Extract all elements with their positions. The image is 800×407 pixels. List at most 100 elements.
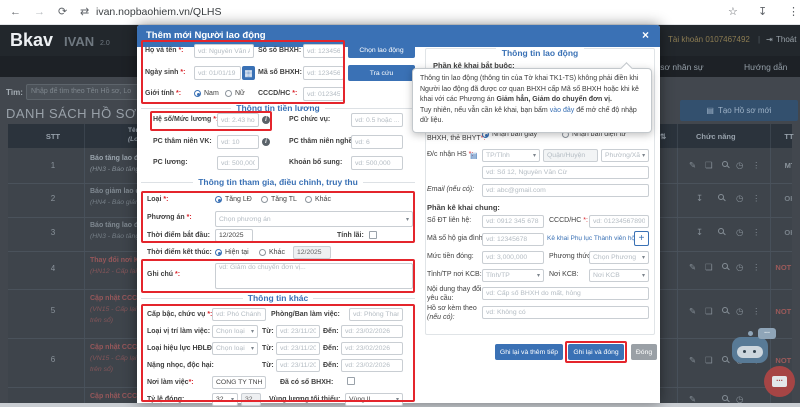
info-icon[interactable]: i	[262, 116, 270, 124]
he-so-input[interactable]	[217, 113, 259, 127]
ghi-chu-textarea[interactable]	[215, 263, 413, 289]
vi-tri-tu-input[interactable]	[276, 325, 320, 338]
ngay-sinh-input[interactable]	[194, 66, 241, 80]
search-row-icon[interactable]	[722, 307, 728, 313]
edit-icon[interactable]: ✎	[689, 355, 697, 365]
noi-kcb-select[interactable]: Nơi KCB ▾	[589, 269, 649, 282]
browser-menu-icon[interactable]: ⋮	[788, 6, 799, 18]
nav-item-huong-dan[interactable]: Hướng dẫn	[744, 62, 788, 72]
search-row-icon[interactable]	[722, 263, 728, 269]
save-and-close-button[interactable]: Ghi lại và đóng	[568, 344, 624, 360]
ty-le-select[interactable]: 32 ▾	[212, 393, 238, 406]
tinh-tp-kcb-select[interactable]: Tỉnh/TP ▾	[482, 269, 544, 282]
address-bar[interactable]: ivan.nopbaohiem.vn/QLHS	[96, 6, 222, 18]
tooltip-link[interactable]: vào đây	[549, 106, 575, 114]
history-icon[interactable]: ◷	[736, 262, 744, 272]
edit-box-icon[interactable]: ❏	[705, 160, 713, 170]
edit-icon[interactable]: ✎	[689, 394, 697, 403]
phone-input[interactable]	[482, 215, 544, 228]
muc-tien-input[interactable]	[482, 251, 544, 264]
tab-switch-icon[interactable]: ⇄	[80, 6, 90, 18]
nang-nhoc-tu-input[interactable]	[276, 359, 320, 372]
address-input[interactable]	[482, 166, 649, 179]
edit-icon[interactable]: ✎	[689, 262, 697, 272]
nang-nhoc-den-input[interactable]	[341, 359, 403, 372]
cap-bac-input[interactable]	[212, 308, 266, 321]
phuong-an-select[interactable]: Chọn phương án ▾	[215, 211, 413, 227]
loai-hieu-luc-select[interactable]: Chọn loại ▾	[212, 342, 258, 355]
so-so-bhxh-input[interactable]	[303, 44, 344, 58]
robot-chatbot-icon[interactable]: ...	[732, 328, 776, 364]
info-icon[interactable]: i	[262, 138, 270, 146]
row-menu-icon[interactable]: ⋮	[752, 306, 761, 316]
vi-tri-den-input[interactable]	[341, 325, 403, 338]
logout-icon[interactable]: ⇥	[766, 35, 773, 44]
row-menu-icon[interactable]: ⋮	[752, 193, 761, 203]
pc-luong-input[interactable]	[217, 156, 259, 170]
back-icon[interactable]: ←	[10, 6, 21, 18]
bat-dau-input[interactable]	[215, 229, 253, 242]
gioi-tinh-nam-radio[interactable]	[194, 90, 201, 97]
select-employee-button[interactable]: Chọn lao động	[348, 42, 415, 58]
history-icon[interactable]: ◷	[736, 394, 744, 403]
hieu-luc-tu-input[interactable]	[276, 342, 320, 355]
download-icon[interactable]: ↧	[758, 6, 768, 18]
search-row-icon[interactable]	[722, 356, 728, 362]
hieu-luc-den-input[interactable]	[341, 342, 403, 355]
row-menu-icon[interactable]: ⋮	[752, 262, 761, 272]
quan-huyen-select[interactable]: Quận/Huyện	[543, 149, 598, 162]
noi-lam-viec-input[interactable]	[212, 376, 266, 389]
sort-icon[interactable]: ⇅	[660, 132, 667, 141]
da-co-so-checkbox[interactable]	[347, 377, 355, 385]
edit-icon[interactable]: ✎	[689, 306, 697, 316]
forward-icon[interactable]: →	[34, 6, 45, 18]
edit-box-icon[interactable]: ❏	[705, 306, 713, 316]
phuong-thuc-select[interactable]: Chọn Phương ▾	[589, 251, 649, 264]
history-icon[interactable]: ◷	[736, 160, 744, 170]
save-and-continue-button[interactable]: Ghi lại và thêm tiếp	[495, 344, 563, 360]
phong-ban-input[interactable]	[349, 308, 403, 321]
loai-vi-tri-select[interactable]: Chọn loại ▾	[212, 325, 258, 338]
khoan-bs-input[interactable]	[351, 156, 403, 170]
pc-chuc-vu-input[interactable]	[351, 113, 403, 127]
edit-icon[interactable]: ✎	[689, 160, 697, 170]
tp-tinh-select[interactable]: TP/Tỉnh ▾	[482, 149, 540, 162]
download-row-icon[interactable]: ↧	[696, 193, 704, 203]
edit-box-icon[interactable]: ❏	[705, 262, 713, 272]
ho-ten-input[interactable]	[194, 44, 254, 58]
search-row-icon[interactable]	[722, 161, 728, 167]
history-icon[interactable]: ◷	[736, 306, 744, 316]
nav-item-ho-so-nhan-su[interactable]: Hồ sơ nhân sự	[647, 62, 704, 72]
loai-khac-radio[interactable]	[305, 196, 312, 203]
history-icon[interactable]: ◷	[736, 227, 744, 237]
bookmark-star-icon[interactable]: ☆	[728, 6, 738, 18]
history-icon[interactable]: ◷	[736, 193, 744, 203]
gioi-tinh-nu-radio[interactable]	[225, 90, 232, 97]
download-row-icon[interactable]: ↧	[696, 227, 704, 237]
noi-dung-input[interactable]	[482, 287, 649, 300]
close-icon[interactable]: ×	[641, 28, 649, 42]
cccd2-input[interactable]	[589, 215, 649, 228]
ket-thuc-khac-radio[interactable]	[259, 249, 266, 256]
pc-tn-nghe-input[interactable]	[351, 135, 403, 149]
document-icon[interactable]: ▤	[470, 151, 478, 160]
search-row-icon[interactable]	[722, 395, 728, 401]
reload-icon[interactable]: ⟳	[58, 6, 68, 18]
tinh-lai-checkbox[interactable]	[369, 231, 377, 239]
edit-box-icon[interactable]: ❏	[705, 355, 713, 365]
email-input[interactable]	[482, 184, 649, 197]
lookup-button[interactable]: Tra cứu	[348, 65, 415, 81]
row-menu-icon[interactable]: ⋮	[752, 160, 761, 170]
phuong-xa-select[interactable]: Phường/Xã ▾	[601, 149, 649, 162]
ma-so-bhxh-input[interactable]	[303, 66, 344, 80]
ke-khai-phu-luc-link[interactable]: Kê khai Phụ lục Thành viên hộ GĐ	[547, 235, 647, 242]
loai-tang-ld-radio[interactable]	[215, 196, 222, 203]
logout-button[interactable]: Thoát	[776, 35, 797, 44]
create-record-button[interactable]: ▤ Tạo Hồ sơ mới	[680, 100, 798, 121]
cccd-input[interactable]	[303, 87, 344, 101]
row-menu-icon[interactable]: ⋮	[752, 227, 761, 237]
ho-so-kem-input[interactable]	[482, 306, 649, 319]
vung-select[interactable]: Vùng II ▾	[345, 393, 403, 406]
add-member-button[interactable]: +	[634, 231, 649, 246]
search-row-icon[interactable]	[718, 194, 724, 200]
